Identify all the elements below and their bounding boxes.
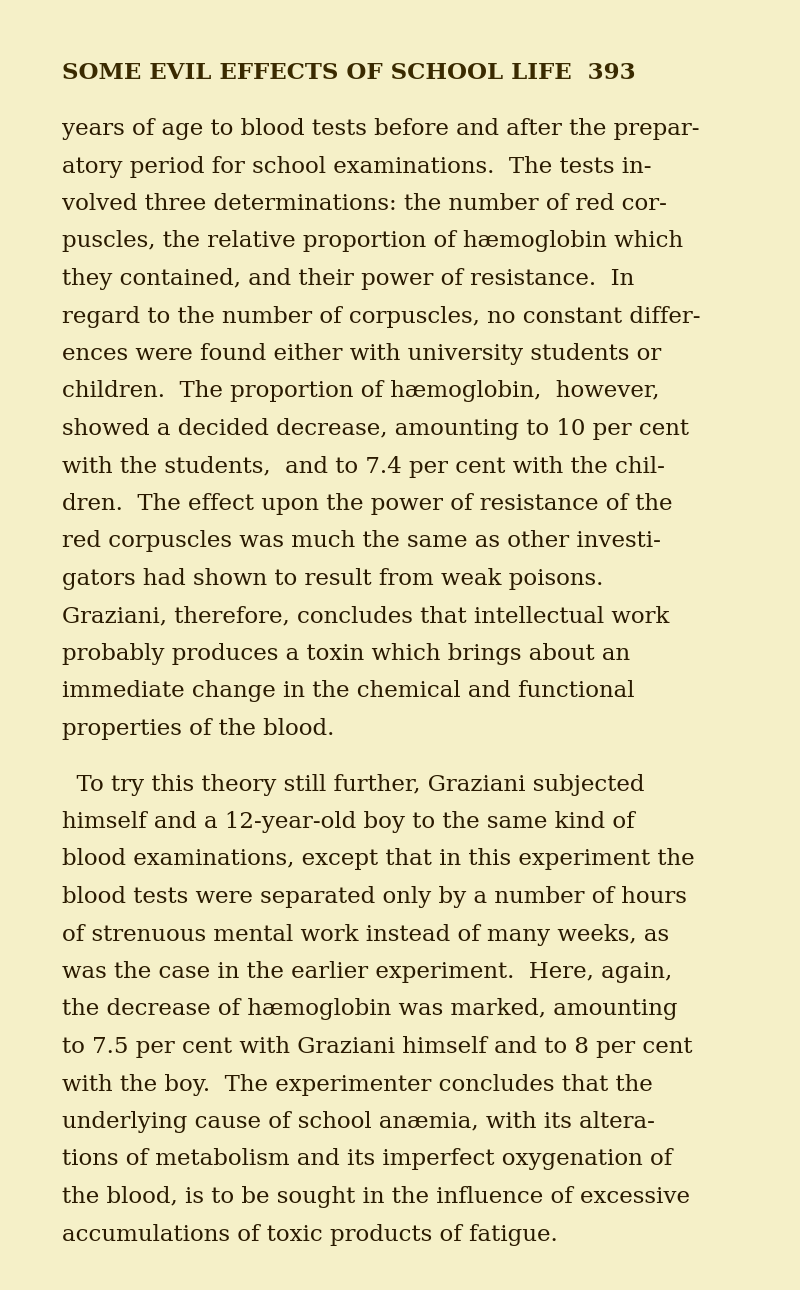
Text: red corpuscles was much the same as other investi-: red corpuscles was much the same as othe… <box>62 530 661 552</box>
Text: SOME EVIL EFFECTS OF SCHOOL LIFE  393: SOME EVIL EFFECTS OF SCHOOL LIFE 393 <box>62 62 636 84</box>
Text: properties of the blood.: properties of the blood. <box>62 719 334 740</box>
Text: blood tests were separated only by a number of hours: blood tests were separated only by a num… <box>62 886 687 908</box>
Text: Graziani, therefore, concludes that intellectual work: Graziani, therefore, concludes that inte… <box>62 605 670 627</box>
Text: To try this theory still further, Graziani subjected: To try this theory still further, Grazia… <box>62 774 645 796</box>
Text: the blood, is to be sought in the influence of excessive: the blood, is to be sought in the influe… <box>62 1186 690 1207</box>
Text: years of age to blood tests before and after the prepar-: years of age to blood tests before and a… <box>62 117 699 141</box>
Text: gators had shown to result from weak poisons.: gators had shown to result from weak poi… <box>62 568 603 590</box>
Text: the decrease of hæmoglobin was marked, amounting: the decrease of hæmoglobin was marked, a… <box>62 998 678 1020</box>
Text: children.  The proportion of hæmoglobin,  however,: children. The proportion of hæmoglobin, … <box>62 381 659 402</box>
Text: they contained, and their power of resistance.  In: they contained, and their power of resis… <box>62 268 634 290</box>
Text: accumulations of toxic products of fatigue.: accumulations of toxic products of fatig… <box>62 1223 558 1246</box>
Text: of strenuous mental work instead of many weeks, as: of strenuous mental work instead of many… <box>62 924 669 946</box>
Text: atory period for school examinations.  The tests in-: atory period for school examinations. Th… <box>62 156 651 178</box>
Text: regard to the number of corpuscles, no constant differ-: regard to the number of corpuscles, no c… <box>62 306 701 328</box>
Text: ences were found either with university students or: ences were found either with university … <box>62 343 662 365</box>
Text: to 7.5 per cent with Graziani himself and to 8 per cent: to 7.5 per cent with Graziani himself an… <box>62 1036 693 1058</box>
Text: with the students,  and to 7.4 per cent with the chil-: with the students, and to 7.4 per cent w… <box>62 455 665 477</box>
Text: showed a decided decrease, amounting to 10 per cent: showed a decided decrease, amounting to … <box>62 418 689 440</box>
Text: volved three determinations: the number of red cor-: volved three determinations: the number … <box>62 194 667 215</box>
Text: with the boy.  The experimenter concludes that the: with the boy. The experimenter concludes… <box>62 1073 653 1095</box>
Text: dren.  The effect upon the power of resistance of the: dren. The effect upon the power of resis… <box>62 493 673 515</box>
Text: immediate change in the chemical and functional: immediate change in the chemical and fun… <box>62 681 634 703</box>
Text: himself and a 12-year-old boy to the same kind of: himself and a 12-year-old boy to the sam… <box>62 811 634 833</box>
Text: tions of metabolism and its imperfect oxygenation of: tions of metabolism and its imperfect ox… <box>62 1148 672 1170</box>
Text: puscles, the relative proportion of hæmoglobin which: puscles, the relative proportion of hæmo… <box>62 231 683 253</box>
Text: underlying cause of school anæmia, with its altera-: underlying cause of school anæmia, with … <box>62 1111 655 1133</box>
Text: blood examinations, except that in this experiment the: blood examinations, except that in this … <box>62 849 694 871</box>
Text: was the case in the earlier experiment.  Here, again,: was the case in the earlier experiment. … <box>62 961 672 983</box>
Text: probably produces a toxin which brings about an: probably produces a toxin which brings a… <box>62 642 630 666</box>
